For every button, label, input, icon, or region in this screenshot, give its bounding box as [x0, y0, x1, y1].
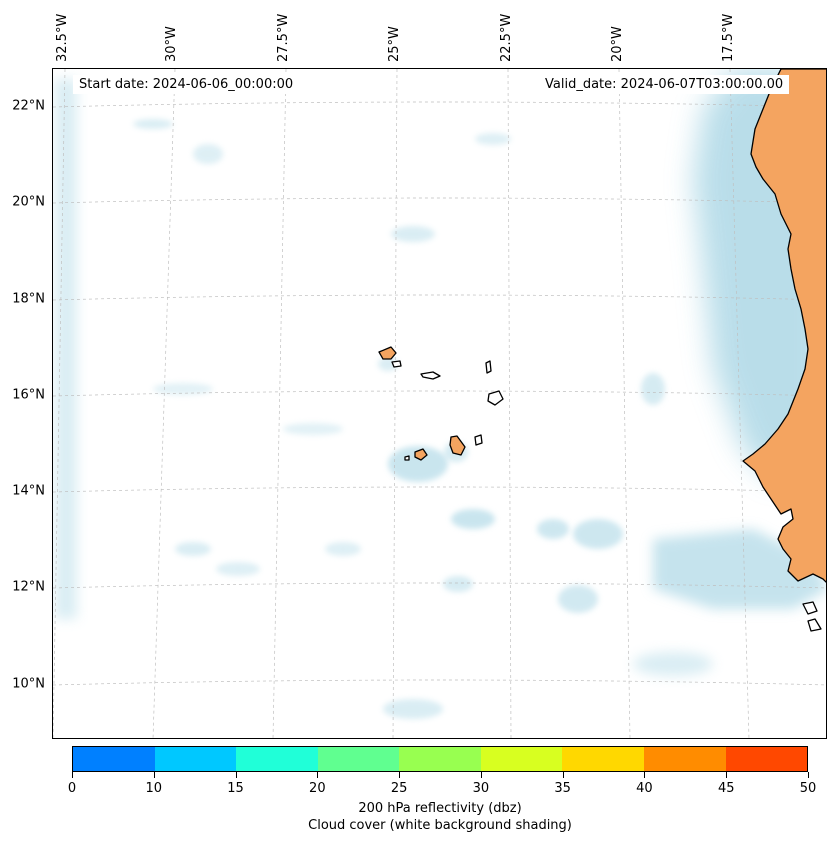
- cloud-blob: [443, 576, 473, 592]
- cloud-blob: [378, 357, 398, 371]
- colorbar-segment: [154, 747, 237, 771]
- colorbar-title: 200 hPa reflectivity (dbz): [358, 801, 522, 816]
- cloud-blob: [388, 446, 448, 482]
- colorbar-tick: [317, 772, 319, 778]
- gridline-lon: [152, 69, 176, 738]
- colorbar-tick: [480, 772, 482, 778]
- cloud-cover-layer: [55, 69, 826, 719]
- africa-coastline: [742, 69, 826, 583]
- lon-label-32-5w: 32.5°W: [55, 13, 70, 62]
- start-date-label: Start date: 2024-06-06_00:00:00: [73, 75, 300, 94]
- cloud-blob: [133, 119, 173, 129]
- island-brava: [404, 455, 410, 461]
- cloud-blob: [283, 423, 343, 435]
- colorbar-tick-label: 25: [390, 781, 408, 796]
- coast-islands-guinea: [802, 601, 822, 632]
- island-sal: [485, 360, 492, 374]
- colorbar-tick: [72, 772, 73, 778]
- colorbar-tick-label: 35: [554, 781, 571, 796]
- gridline-lat: [53, 390, 826, 397]
- gridline-lon: [729, 69, 750, 738]
- valid-date-label: Valid_date: 2024-06-07T03:00:00.00: [539, 75, 790, 94]
- island-fogo: [414, 448, 428, 461]
- colorbar-tick-label: 0: [67, 781, 77, 796]
- cloud-blob: [193, 144, 223, 164]
- cloud-blob: [175, 542, 211, 556]
- colorbar-tick-label: 15: [227, 781, 244, 796]
- colorbar-segment: [643, 747, 726, 771]
- gridline-lat: [53, 486, 826, 493]
- gridline-lat: [53, 294, 826, 301]
- lon-label-25w: 25°W: [387, 26, 402, 62]
- colorbar-tick: [235, 772, 237, 778]
- gridline-lon: [392, 69, 398, 738]
- gridline-lon: [507, 69, 512, 738]
- cloud-blob: [391, 226, 435, 242]
- colorbar-segment: [725, 747, 808, 771]
- land-layer: [378, 69, 826, 632]
- colorbar-segment: [399, 747, 481, 771]
- gridline-lon: [53, 69, 66, 738]
- cloud-blob: [451, 509, 495, 529]
- cloud-blob: [537, 519, 569, 539]
- cloud-blob: [153, 383, 213, 395]
- island-santiago: [449, 435, 466, 456]
- cloud-blob: [573, 519, 623, 549]
- colorbar-tick-label: 40: [636, 781, 653, 796]
- cloud-blob: [475, 133, 511, 145]
- cloud-strip-west: [55, 79, 77, 619]
- gridline-lat: [53, 101, 826, 108]
- colorbar-tick: [399, 772, 401, 778]
- lon-label-30w: 30°W: [164, 26, 179, 62]
- lat-label-20n: 20°N: [12, 194, 45, 210]
- colorbar-tick: [808, 772, 809, 778]
- gridlines: [53, 69, 826, 738]
- lat-label-22n: 22°N: [12, 98, 45, 114]
- gridline-lat: [53, 582, 826, 589]
- lon-label-22-5w: 22.5°W: [499, 13, 514, 62]
- gridline-lat: [53, 197, 826, 204]
- cloud-blob: [633, 652, 713, 676]
- gridline-lon: [618, 69, 631, 738]
- colorbar-segment: [73, 747, 155, 771]
- lat-label-10n: 10°N: [12, 676, 45, 692]
- colorbar-tick-label: 30: [472, 781, 490, 796]
- map-canvas: [53, 69, 826, 738]
- colorbar: [72, 746, 808, 772]
- cloud-blob: [558, 585, 598, 613]
- colorbar-tick-label: 50: [799, 781, 817, 796]
- map-panel: [52, 68, 827, 739]
- lat-label-16n: 16°N: [12, 387, 45, 403]
- cloud-blob: [325, 542, 361, 556]
- colorbar-tick: [726, 772, 728, 778]
- lon-label-27-5w: 27.5°W: [276, 13, 291, 62]
- colorbar-tick-label: 10: [145, 781, 163, 796]
- colorbar-segment: [562, 747, 644, 771]
- colorbar-subtitle: Cloud cover (white background shading): [308, 818, 572, 833]
- colorbar-segment: [317, 747, 400, 771]
- cloud-blob: [641, 373, 665, 405]
- island-sao-nicolau: [420, 371, 441, 380]
- cloud-blob: [383, 699, 443, 719]
- gridline-lat: [53, 679, 826, 686]
- lat-label-18n: 18°N: [12, 291, 45, 307]
- island-boa-vista: [487, 390, 504, 406]
- lat-label-14n: 14°N: [12, 483, 45, 499]
- colorbar-tick: [153, 772, 155, 778]
- island-sao-vicente: [391, 360, 402, 368]
- colorbar-segment: [480, 747, 563, 771]
- colorbar-tick-label: 20: [309, 781, 326, 796]
- colorbar-tick: [562, 772, 564, 778]
- lat-label-12n: 12°N: [12, 579, 45, 595]
- island-santo-antao: [378, 346, 397, 360]
- colorbar-tick: [644, 772, 646, 778]
- lon-label-17-5w: 17.5°W: [721, 13, 736, 62]
- island-maio: [474, 434, 483, 446]
- gridline-lon: [272, 69, 287, 738]
- lon-label-20w: 20°W: [610, 26, 625, 62]
- cloud-blob: [216, 562, 260, 576]
- colorbar-tick-label: 45: [717, 781, 735, 796]
- colorbar-segment: [236, 747, 318, 771]
